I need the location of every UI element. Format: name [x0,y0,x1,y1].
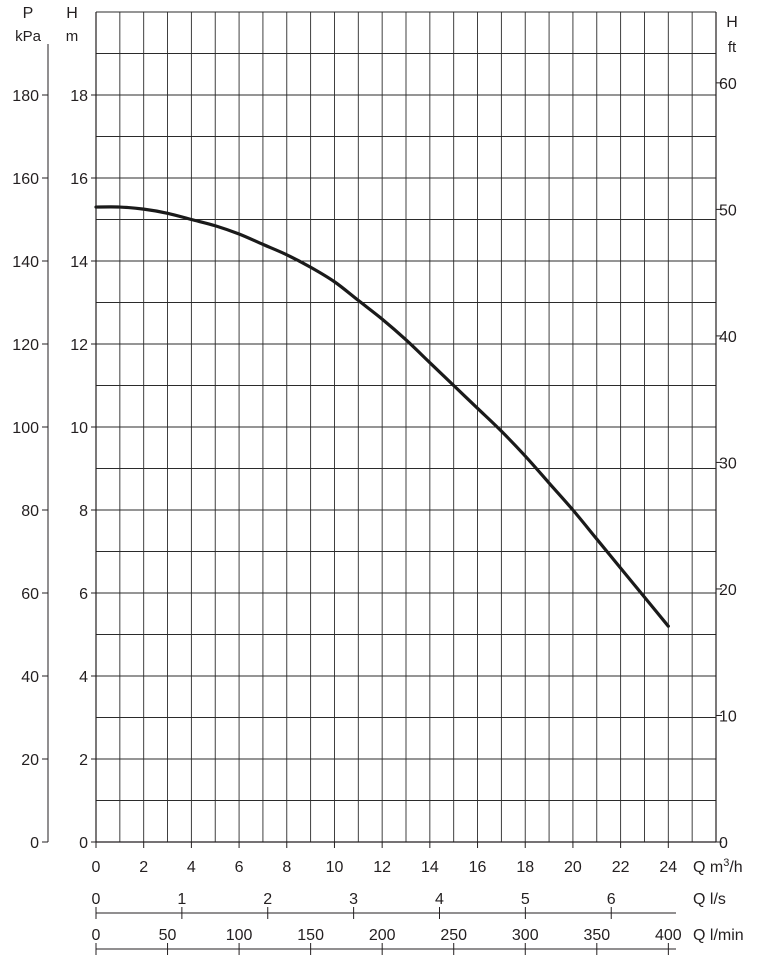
axis-title-q: Q m3/h [693,857,743,876]
tick-label-q: 0 [92,927,101,944]
tick-label-pressure: 80 [21,503,39,520]
tick-label-q: 1 [177,891,186,908]
tick-label-head-m: 18 [70,88,88,105]
tick-label-q: 400 [655,927,682,944]
tick-label-q: 16 [469,859,487,876]
tick-label-pressure: 180 [12,88,39,105]
tick-label-pressure: 40 [21,669,39,686]
tick-label-q: 20 [564,859,582,876]
tick-label-head-m: 2 [79,752,88,769]
series-line [94,205,670,628]
axis-title-head-ft: H [726,14,738,31]
tick-label-q: 250 [440,927,467,944]
tick-label-head-m: 8 [79,503,88,520]
tick-label-head-m: 12 [70,337,88,354]
tick-label-head-ft: 0 [719,835,728,852]
tick-label-head-ft: 30 [719,455,737,472]
axis-title-superscript: 3 [723,857,729,869]
tick-label-q: 6 [235,859,244,876]
tick-labels: 0246810121416180204060801001201401601800… [12,76,737,944]
tick-label-q: 4 [435,891,444,908]
tick-label-q: 5 [521,891,530,908]
tick-label-q: 300 [512,927,539,944]
axis-unit-pressure: kPa [15,28,42,45]
tick-label-q: 18 [516,859,534,876]
tick-label-head-m: 10 [70,420,88,437]
tick-label-q: 8 [282,859,291,876]
axis-title-q: Q l/min [693,927,744,944]
tick-label-head-m: 4 [79,669,88,686]
tick-label-pressure: 100 [12,420,39,437]
tick-label-q: 50 [159,927,177,944]
tick-label-q: 2 [139,859,148,876]
tick-label-q: 150 [297,927,324,944]
tick-label-q: 12 [373,859,391,876]
tick-label-pressure: 20 [21,752,39,769]
tick-label-q: 0 [92,859,101,876]
tick-label-q: 10 [326,859,344,876]
tick-label-q: 22 [612,859,630,876]
tick-label-head-ft: 50 [719,202,737,219]
tick-label-head-m: 16 [70,171,88,188]
tick-label-head-m: 0 [79,835,88,852]
tick-label-head-ft: 40 [719,329,737,346]
axis-unit-head-ft: ft [728,39,737,56]
tick-label-pressure: 160 [12,171,39,188]
axis-title-suffix: /h [729,859,742,876]
axis-title-head-m: H [66,5,78,22]
tick-label-q: 2 [263,891,272,908]
axis-title-q: Q l/s [693,891,726,908]
grid [96,11,716,842]
tick-label-head-m: 14 [70,254,88,271]
tick-label-head-ft: 60 [719,76,737,93]
tick-label-q: 350 [583,927,610,944]
ticks [42,82,722,955]
tick-label-head-ft: 10 [719,708,737,725]
tick-label-q: 6 [607,891,616,908]
tick-label-q: 14 [421,859,439,876]
tick-label-head-m: 6 [79,586,88,603]
tick-label-pressure: 0 [30,835,39,852]
axis-title-pressure: P [23,5,34,22]
tick-label-q: 4 [187,859,196,876]
tick-label-pressure: 60 [21,586,39,603]
tick-label-q: 24 [659,859,677,876]
tick-label-q: 200 [369,927,396,944]
tick-label-q: 3 [349,891,358,908]
tick-label-q: 0 [92,891,101,908]
tick-label-q: 100 [226,927,253,944]
tick-label-pressure: 120 [12,337,39,354]
tick-label-pressure: 140 [12,254,39,271]
axis-unit-head-m: m [66,28,79,45]
tick-label-head-ft: 20 [719,582,737,599]
